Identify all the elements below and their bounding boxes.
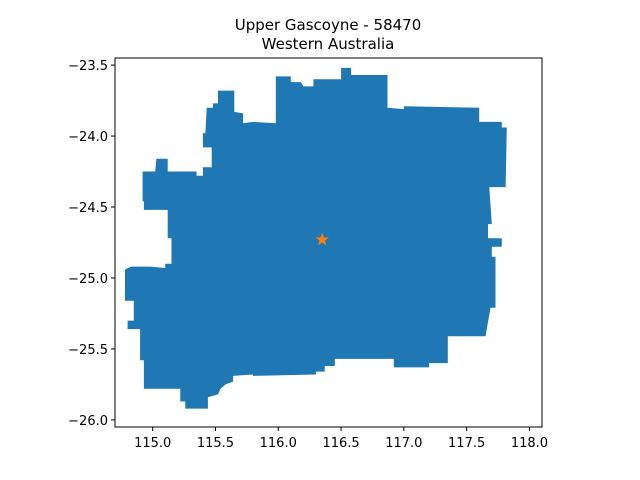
chart-title-line1: Upper Gascoyne - 58470 xyxy=(235,16,422,34)
axes-frame xyxy=(114,57,543,428)
y-axis: −23.5 −24.0 −24.5 −25.0 −25.5 −26.0 xyxy=(68,59,115,429)
x-tick-label: 115.0 xyxy=(134,436,171,451)
x-tick-label: 118.0 xyxy=(511,436,548,451)
y-tick-label: −24.0 xyxy=(68,130,108,145)
x-tick-label: 115.5 xyxy=(197,436,234,451)
y-tick-label: −24.5 xyxy=(68,201,108,216)
x-tick-label: 116.0 xyxy=(260,436,297,451)
y-tick-label: −26.0 xyxy=(68,414,108,429)
y-tick-label: −23.5 xyxy=(68,59,108,74)
location-marker-star-icon xyxy=(315,232,329,246)
x-tick-label: 116.5 xyxy=(322,436,359,451)
chart-title-line2: Western Australia xyxy=(262,35,395,53)
y-tick-label: −25.5 xyxy=(68,343,108,358)
plot-area xyxy=(125,67,507,409)
x-axis: 115.0 115.5 116.0 116.5 117.0 117.5 118.0 xyxy=(134,427,548,451)
x-tick-label: 117.0 xyxy=(385,436,422,451)
region-polygon xyxy=(125,67,507,409)
x-tick-label: 117.5 xyxy=(448,436,485,451)
y-tick-label: −25.0 xyxy=(68,272,108,287)
